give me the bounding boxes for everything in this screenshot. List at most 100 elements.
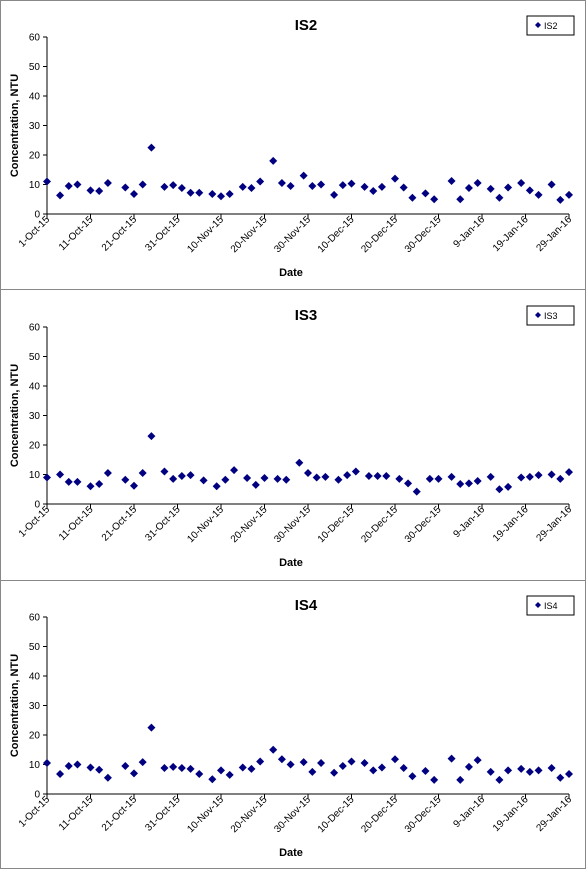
data-point bbox=[517, 473, 526, 482]
x-tick-label: 11-Oct-15 bbox=[57, 504, 96, 543]
data-point bbox=[138, 758, 147, 767]
data-point bbox=[395, 474, 404, 483]
x-tick-label: 20-Dec-15 bbox=[359, 504, 400, 545]
data-point bbox=[377, 182, 386, 191]
data-point bbox=[525, 472, 534, 481]
data-point bbox=[195, 188, 204, 197]
x-tick-label: 30-Dec-15 bbox=[403, 504, 444, 545]
y-axis-title: Concentration, NTU bbox=[9, 364, 21, 467]
data-point bbox=[369, 186, 378, 195]
x-tick-label: 10-Dec-15 bbox=[316, 504, 357, 545]
data-point bbox=[495, 485, 504, 494]
y-tick-label: 10 bbox=[29, 760, 41, 771]
data-point bbox=[534, 766, 543, 775]
y-tick-label: 40 bbox=[29, 92, 41, 103]
data-point bbox=[256, 757, 265, 766]
data-point bbox=[456, 479, 465, 488]
data-point bbox=[64, 477, 73, 486]
x-tick-label: 31-Oct-15 bbox=[143, 794, 183, 834]
chart-panel-is2: IS2 0 10 20 30 40 50 60 1-Oct-15 11-Oct-15 21-Oct-… bbox=[0, 0, 587, 290]
data-point bbox=[56, 470, 65, 479]
data-point bbox=[73, 760, 82, 769]
data-point bbox=[504, 482, 513, 491]
y-tick-label: 20 bbox=[29, 151, 41, 162]
data-point bbox=[408, 193, 417, 202]
y-tick-label: 50 bbox=[29, 642, 41, 653]
x-axis-title: Date bbox=[279, 847, 303, 859]
data-point bbox=[343, 471, 352, 480]
data-point bbox=[377, 763, 386, 772]
legend-marker bbox=[535, 22, 541, 28]
x-tick-label: 30-Dec-15 bbox=[403, 794, 444, 835]
x-tick-label: 19-Jan-16 bbox=[491, 504, 531, 544]
data-point bbox=[412, 487, 421, 496]
data-point bbox=[565, 468, 573, 477]
data-point bbox=[447, 754, 456, 763]
chart-panel-is4: IS4 0 10 20 30 40 50 60 1-Oct-15 11-Oct-15 21-Oct-… bbox=[0, 580, 587, 869]
y-tick-label: 30 bbox=[29, 411, 41, 422]
data-point bbox=[456, 195, 465, 204]
data-point bbox=[347, 179, 356, 188]
data-point bbox=[277, 179, 286, 188]
x-tick-label: 31-Oct-15 bbox=[143, 504, 183, 544]
data-point bbox=[299, 758, 308, 767]
x-tick-label: 9-Jan-16 bbox=[451, 214, 487, 250]
data-point bbox=[430, 195, 439, 204]
y-tick-label: 60 bbox=[29, 613, 41, 624]
data-point bbox=[347, 757, 356, 766]
x-tick-label: 11-Oct-15 bbox=[57, 214, 96, 253]
y-axis-title: Concentration, NTU bbox=[9, 74, 21, 177]
data-point bbox=[369, 766, 378, 775]
data-point bbox=[486, 472, 495, 481]
data-point bbox=[404, 479, 413, 488]
x-tick-label: 11-Oct-15 bbox=[57, 794, 96, 833]
data-point bbox=[195, 769, 204, 778]
data-point bbox=[391, 174, 399, 183]
y-tick-label: 50 bbox=[29, 352, 41, 363]
y-tick-label: 50 bbox=[29, 62, 41, 73]
data-point bbox=[517, 764, 526, 773]
data-point bbox=[399, 183, 408, 192]
data-point bbox=[103, 773, 112, 782]
data-point bbox=[556, 474, 565, 483]
x-tick-label: 30-Nov-15 bbox=[272, 504, 313, 545]
data-point bbox=[247, 184, 256, 193]
data-point bbox=[473, 476, 482, 485]
data-point bbox=[43, 759, 51, 768]
data-point bbox=[86, 763, 95, 772]
data-point bbox=[399, 764, 408, 773]
y-tick-label: 10 bbox=[29, 470, 41, 481]
data-point bbox=[225, 189, 234, 198]
data-point bbox=[217, 766, 225, 775]
data-point bbox=[177, 184, 186, 193]
data-point bbox=[321, 472, 330, 481]
data-point bbox=[130, 481, 138, 490]
data-point bbox=[547, 470, 556, 479]
data-point bbox=[308, 767, 317, 776]
x-tick-label: 9-Jan-16 bbox=[451, 504, 487, 540]
data-point bbox=[565, 190, 573, 199]
y-tick-label: 10 bbox=[29, 180, 41, 191]
data-point bbox=[177, 471, 186, 480]
y-tick-label: 60 bbox=[29, 323, 41, 334]
y-axis-title: Concentration, NTU bbox=[9, 654, 21, 757]
data-point bbox=[334, 475, 343, 484]
data-point bbox=[247, 764, 256, 773]
x-tick-label: 29-Jan-16 bbox=[535, 504, 575, 544]
data-point bbox=[121, 183, 130, 192]
data-point bbox=[103, 469, 112, 478]
x-tick-label: 20-Nov-15 bbox=[229, 794, 270, 835]
legend-label: IS3 bbox=[544, 311, 558, 321]
data-point bbox=[556, 195, 565, 204]
data-point bbox=[208, 775, 217, 784]
x-tick-label: 10-Nov-15 bbox=[185, 794, 226, 835]
data-point bbox=[160, 764, 169, 773]
legend-marker bbox=[535, 312, 541, 318]
data-point bbox=[534, 190, 543, 199]
data-point bbox=[504, 183, 513, 192]
x-tick-label: 10-Dec-15 bbox=[316, 794, 357, 835]
data-point bbox=[160, 467, 169, 476]
data-point bbox=[147, 432, 156, 441]
